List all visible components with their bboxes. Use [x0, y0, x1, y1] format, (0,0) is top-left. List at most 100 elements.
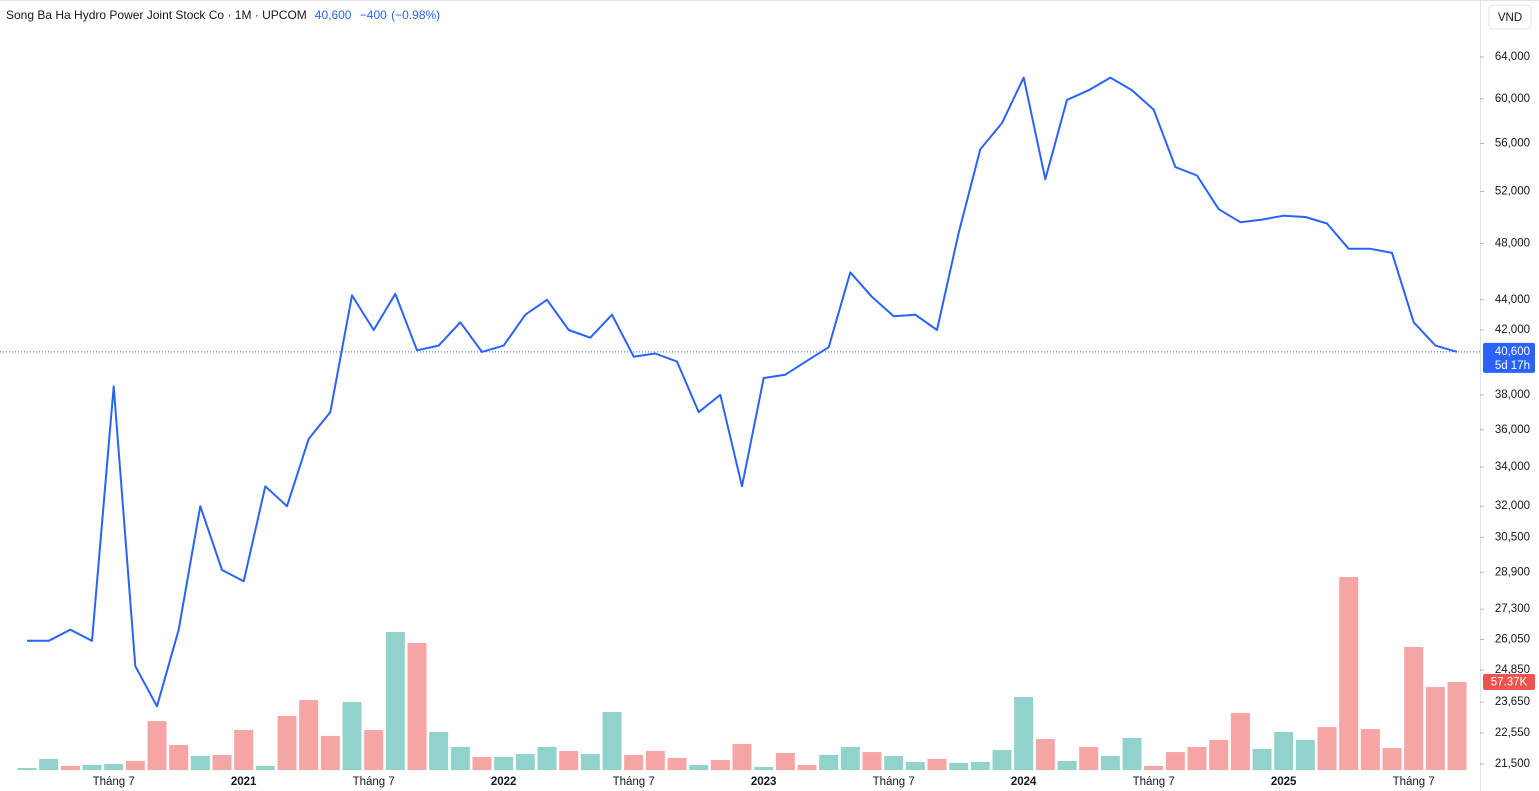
y-tick-label: 21,500 — [1495, 758, 1530, 770]
y-tick-label: 32,000 — [1495, 500, 1530, 512]
volume-bar — [277, 716, 297, 770]
volume-bar — [104, 764, 124, 770]
currency-button[interactable] — [1488, 4, 1532, 30]
currency[interactable]: VND — [1498, 12, 1522, 24]
volume-bar — [169, 745, 189, 770]
countdown-label: 5d 17h — [1495, 360, 1530, 372]
y-tick-label: 28,900 — [1495, 566, 1530, 578]
last-price-marker-label: 40,600 — [1495, 346, 1530, 358]
volume-bar — [1014, 696, 1034, 770]
volume-marker — [1483, 674, 1535, 691]
header: Song Ba Ha Hydro Power Joint Stock Co · … — [6, 8, 440, 22]
volume-bar — [234, 729, 254, 770]
volume-bar — [364, 729, 384, 770]
volume-bar — [472, 756, 492, 770]
y-tick-label: 38,000 — [1495, 389, 1530, 401]
volume-bar — [147, 721, 167, 770]
x-tick-label: Tháng 7 — [1133, 776, 1175, 788]
x-tick-label: Tháng 7 — [93, 776, 135, 788]
volume-bar — [667, 758, 687, 770]
x-tick-label: Tháng 7 — [353, 776, 395, 788]
volume-bar — [1209, 739, 1229, 770]
y-tick-label: 34,000 — [1495, 461, 1530, 473]
price-line — [27, 76, 1458, 708]
volume-bar — [732, 743, 752, 770]
volume-bar — [1317, 727, 1337, 770]
x-tick-label: 2025 — [1271, 776, 1297, 788]
volume-bar — [862, 752, 882, 770]
volume-bar — [82, 764, 102, 770]
volume-bar — [1230, 712, 1250, 770]
x-tick-label: Tháng 7 — [873, 776, 915, 788]
volume-bar — [60, 766, 80, 770]
volume-bar — [299, 700, 319, 770]
y-tick-label: 64,000 — [1495, 51, 1530, 63]
last-price-marker — [1483, 342, 1535, 373]
price-change-percent: (−0.98%) — [391, 8, 440, 22]
volume-bar — [602, 712, 622, 770]
volume-bar — [1100, 756, 1120, 770]
volume-bar — [1360, 729, 1380, 770]
volume-bar — [1057, 760, 1077, 770]
volume-bar — [255, 766, 275, 770]
volume-bar — [17, 768, 37, 770]
volume-bar — [819, 754, 839, 770]
volume-bar — [1404, 646, 1424, 770]
y-tick-label: 44,000 — [1495, 294, 1530, 306]
volume-bar — [1382, 748, 1402, 770]
volume-bar — [407, 643, 427, 770]
volume-bar — [970, 762, 990, 770]
volume-bar — [1447, 682, 1467, 770]
y-tick-label: 42,000 — [1495, 324, 1530, 336]
volume-bar — [710, 760, 730, 770]
volume-bar — [450, 746, 470, 770]
volume-bar — [1274, 731, 1294, 770]
volume-bar — [1187, 746, 1207, 770]
volume-bar — [125, 760, 145, 770]
x-tick-label: 2021 — [231, 776, 257, 788]
volume-bar — [1035, 739, 1055, 770]
volume-bar — [1079, 746, 1099, 770]
y-tick-label: 60,000 — [1495, 93, 1530, 105]
volume-bar — [320, 735, 340, 770]
y-tick-label: 52,000 — [1495, 186, 1530, 198]
volume-bar — [905, 762, 925, 770]
y-tick-label: 36,000 — [1495, 424, 1530, 436]
volume-bar — [429, 731, 449, 770]
volume-marker-label: 57.37K — [1491, 677, 1528, 689]
x-tick-label: 2022 — [491, 776, 517, 788]
volume-bar — [559, 750, 579, 770]
x-tick-label: 2024 — [1011, 776, 1037, 788]
x-tick-label: 2023 — [751, 776, 777, 788]
volume-bar — [754, 766, 774, 770]
volume-bar — [992, 750, 1012, 770]
volume-bar — [212, 754, 232, 770]
volume-bar — [385, 631, 405, 770]
x-tick-label: Tháng 7 — [613, 776, 655, 788]
volume-bar — [840, 746, 860, 770]
volume-bar — [537, 746, 557, 770]
volume-bar — [624, 754, 644, 770]
y-tick-label: 24,850 — [1495, 664, 1530, 676]
last-price: 40,600 — [315, 8, 352, 22]
volume-bar — [927, 758, 947, 770]
y-tick-label: 26,050 — [1495, 634, 1530, 646]
volume-bar — [689, 764, 709, 770]
volume-bar — [1252, 748, 1272, 770]
volume-bar — [342, 702, 362, 770]
y-tick-label: 30,500 — [1495, 531, 1530, 543]
x-tick-label: Tháng 7 — [1393, 776, 1435, 788]
volume-bar — [580, 754, 600, 770]
volume-bar — [515, 754, 535, 770]
volume-bar — [1144, 766, 1164, 770]
volume-bar — [190, 756, 210, 770]
chart-title: Song Ba Ha Hydro Power Joint Stock Co · … — [6, 8, 307, 22]
y-tick-label: 48,000 — [1495, 237, 1530, 249]
y-tick-label: 23,650 — [1495, 696, 1530, 708]
volume-bar — [494, 756, 514, 770]
y-tick-label: 27,300 — [1495, 603, 1530, 615]
